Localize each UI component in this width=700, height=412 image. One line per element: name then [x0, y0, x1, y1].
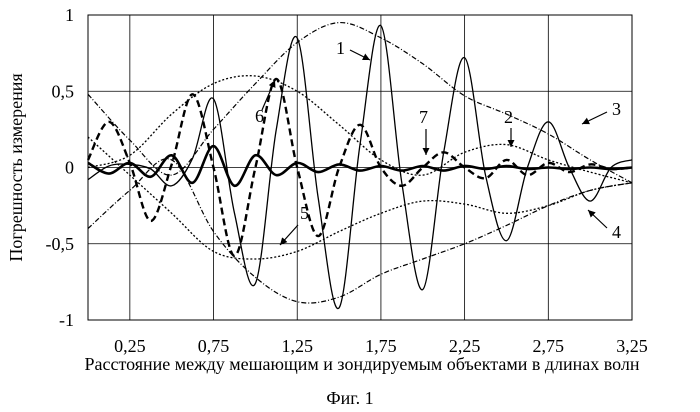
series-1-line: [87, 25, 633, 310]
series-marker-arrow-4: [587, 209, 608, 229]
x-tick-label: 0,25: [114, 336, 146, 356]
x-tick-label: 1,75: [365, 336, 397, 356]
series-marker-6: 6: [255, 106, 264, 126]
series-layer: [86, 21, 633, 310]
y-tick-label: 0,5: [52, 81, 75, 101]
series-marker-4: 4: [612, 222, 621, 242]
x-axis-title: Расстояние между мешающим и зондируемым …: [84, 354, 639, 374]
y-axis-title: Погрешность измерения: [6, 73, 26, 261]
series-markers: 1 2 3 4 5 6 7: [255, 38, 621, 246]
x-tick-labels: 0,25 0,75 1,25 1,75 2,25 2,75 3,25: [114, 336, 648, 356]
y-tick-label: -1: [59, 310, 74, 330]
series-marker-1: 1: [336, 38, 345, 58]
series-5-line: [87, 136, 633, 260]
y-tick-labels: 1 0,5 0 -0,5 -1: [46, 5, 75, 330]
series-marker-7: 7: [419, 107, 428, 127]
series-marker-arrow-5: [279, 224, 299, 246]
series-2-line: [86, 77, 633, 258]
x-tick-label: 0,75: [198, 336, 230, 356]
y-tick-label: 1: [65, 5, 74, 25]
series-3-line: [87, 21, 633, 184]
series-7-line: [87, 144, 633, 188]
series-6-line: [87, 75, 633, 184]
series-marker-arrow-1: [349, 49, 371, 61]
x-tick-label: 2,75: [533, 336, 565, 356]
y-tick-label: -0,5: [46, 234, 75, 254]
x-tick-label: 3,25: [616, 336, 648, 356]
x-tick-label: 1,25: [281, 336, 313, 356]
series-marker-arrow-6: [261, 79, 276, 111]
y-tick-label: 0: [65, 158, 74, 178]
figure-caption: Фиг. 1: [326, 388, 373, 408]
series-marker-3: 3: [612, 99, 621, 119]
series-marker-arrow-3: [581, 111, 608, 125]
series-4-line: [87, 158, 633, 304]
x-tick-label: 2,25: [449, 336, 481, 356]
series-marker-2: 2: [504, 107, 513, 127]
series-marker-5: 5: [300, 203, 309, 223]
